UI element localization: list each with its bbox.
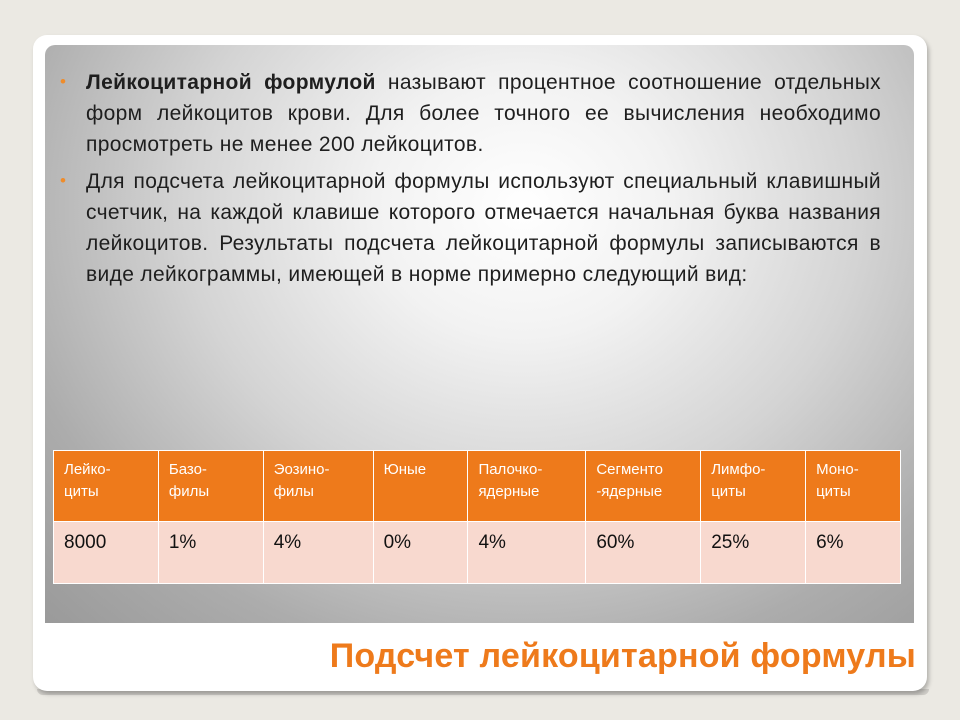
table-cell-segmented: 60% — [585, 521, 702, 584]
header-cell-monocytes: Моно-циты — [805, 450, 901, 522]
bullet-marker: • — [60, 171, 67, 190]
table-cell-lymphocytes: 25% — [700, 521, 807, 584]
header-cell-young: Юные — [372, 450, 469, 522]
header-cell-leukocytes: Лейко-циты — [53, 450, 159, 522]
bullet-item-definition: • Лейкоцитарной формулой называют процен… — [60, 67, 881, 160]
header-cell-eosinophils: Эозино-филы — [262, 450, 374, 522]
table-header-row: Лейко-циты Базо-филы Эозино-филы Юные Па… — [53, 450, 901, 522]
header-cell-band: Палочко-ядерные — [467, 450, 587, 522]
header-cell-segmented: Сегменто -ядерные — [585, 450, 702, 522]
table-cell-leukocytes: 8000 — [53, 521, 159, 584]
bullet-text: называют процентное соотношение отдельны… — [86, 71, 881, 156]
leukogram-table: Лейко-циты Базо-филы Эозино-филы Юные Па… — [53, 450, 901, 584]
header-cell-basophils: Базо-филы — [157, 450, 264, 522]
table-cell-band: 4% — [467, 521, 587, 584]
table-cell-monocytes: 6% — [805, 521, 901, 584]
header-cell-lymphocytes: Лимфо-циты — [700, 450, 807, 522]
bullet-item-method: • Для подсчета лейкоцитарной формулы исп… — [60, 166, 881, 290]
table-row: 8000 1% 4% 0% 4% 60% 25% 6% — [53, 521, 901, 584]
bullet-list: • Лейкоцитарной формулой называют процен… — [60, 67, 881, 296]
table-cell-eosinophils: 4% — [262, 521, 374, 584]
bullet-bold-term: Лейкоцитарной формулой — [86, 71, 376, 94]
slide-title: Подсчет лейкоцитарной формулы — [329, 637, 916, 675]
bullet-text: Для подсчета лейкоцитарной формулы испол… — [86, 170, 881, 286]
bullet-marker: • — [60, 72, 67, 91]
table-cell-young: 0% — [372, 521, 469, 584]
table-cell-basophils: 1% — [157, 521, 264, 584]
